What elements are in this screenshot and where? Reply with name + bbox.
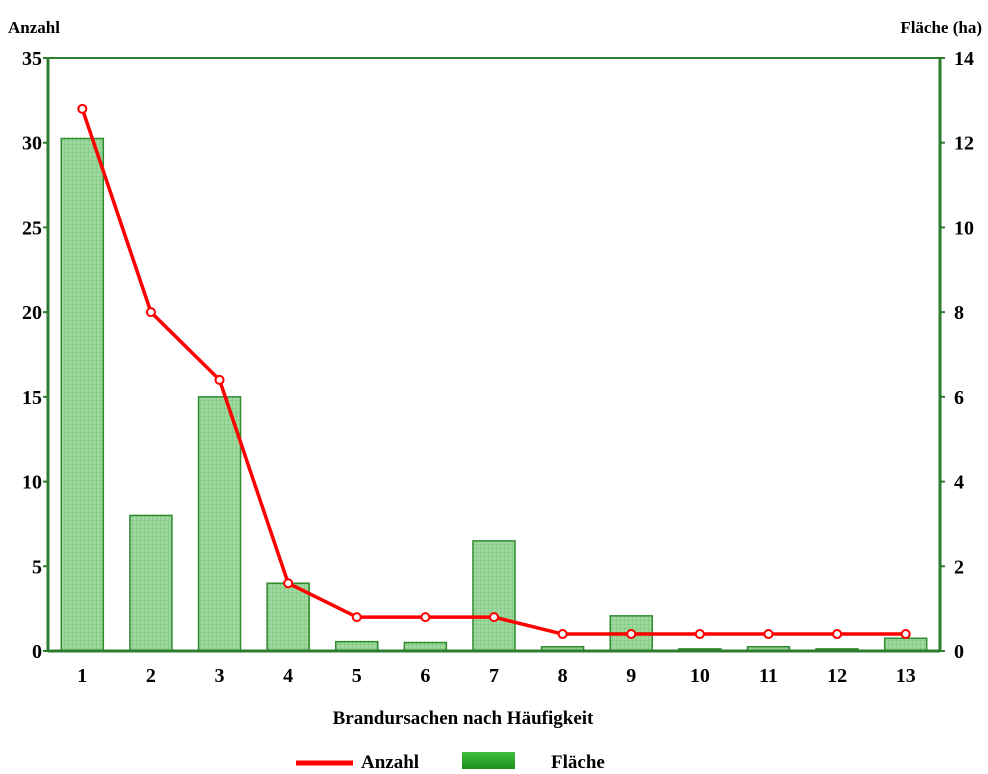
anzahl-point-3 bbox=[214, 374, 225, 385]
x-tick-label: 13 bbox=[896, 665, 916, 687]
x-tick-label: 7 bbox=[489, 665, 499, 687]
anzahl-point-2 bbox=[145, 307, 156, 318]
legend-label-flaeche: Fläche bbox=[551, 752, 605, 769]
right-tick-label: 6 bbox=[954, 387, 964, 409]
anzahl-point-1 bbox=[77, 103, 88, 114]
anzahl-point-6 bbox=[420, 612, 431, 623]
anzahl-point-5 bbox=[351, 612, 362, 623]
right-tick-label: 12 bbox=[954, 133, 974, 155]
right-tick-label: 10 bbox=[954, 217, 974, 239]
right-tick-label: 14 bbox=[954, 48, 974, 70]
x-tick-label: 3 bbox=[215, 665, 225, 687]
x-axis-title: Brandursachen nach Häufigkeit bbox=[333, 708, 594, 729]
axes-layer bbox=[43, 57, 945, 653]
x-tick-label: 12 bbox=[827, 665, 847, 687]
anzahl-point-12 bbox=[832, 629, 843, 640]
bar-4 bbox=[266, 582, 310, 652]
left-axis-title: Anzahl bbox=[8, 18, 60, 37]
bar-3 bbox=[197, 396, 242, 652]
x-tick-label: 10 bbox=[690, 665, 710, 687]
anzahl-point-7 bbox=[489, 612, 499, 623]
left-tick-label: 10 bbox=[22, 472, 42, 494]
right-tick-label: 8 bbox=[954, 302, 964, 324]
x-tick-label: 2 bbox=[146, 665, 156, 687]
anzahl-point-9 bbox=[626, 629, 637, 640]
bars-layer bbox=[60, 137, 928, 652]
bar-13 bbox=[883, 637, 928, 652]
x-tick-label: 1 bbox=[77, 665, 87, 687]
right-tick-label: 2 bbox=[954, 556, 964, 578]
left-tick-label: 30 bbox=[22, 133, 42, 155]
right-tick-label: 4 bbox=[954, 472, 964, 494]
bar-7 bbox=[472, 540, 516, 652]
right-tick-label: 0 bbox=[954, 641, 964, 663]
anzahl-point-8 bbox=[557, 629, 568, 640]
x-tick-label: 9 bbox=[626, 665, 636, 687]
left-tick-label: 20 bbox=[22, 302, 42, 324]
bar-1 bbox=[60, 137, 105, 652]
right-axis-title: Fläche (ha) bbox=[900, 18, 982, 37]
legend-label-anzahl: Anzahl bbox=[361, 752, 419, 769]
anzahl-point-4 bbox=[283, 578, 294, 589]
x-tick-label: 6 bbox=[420, 665, 430, 687]
anzahl-point-13 bbox=[900, 629, 911, 640]
line-layer bbox=[77, 103, 911, 640]
left-tick-label: 5 bbox=[32, 556, 42, 578]
left-tick-label: 35 bbox=[22, 48, 42, 70]
x-tick-label: 8 bbox=[558, 665, 568, 687]
x-tick-label: 4 bbox=[283, 665, 293, 687]
bar-2 bbox=[129, 514, 173, 652]
left-tick-label: 25 bbox=[22, 217, 42, 239]
x-tick-label: 11 bbox=[759, 665, 778, 687]
left-tick-label: 15 bbox=[22, 387, 42, 409]
legend-bar-swatch bbox=[462, 752, 515, 769]
anzahl-point-11 bbox=[763, 629, 774, 640]
anzahl-point-10 bbox=[694, 629, 705, 640]
x-tick-label: 5 bbox=[352, 665, 362, 687]
left-tick-label: 0 bbox=[32, 641, 42, 663]
